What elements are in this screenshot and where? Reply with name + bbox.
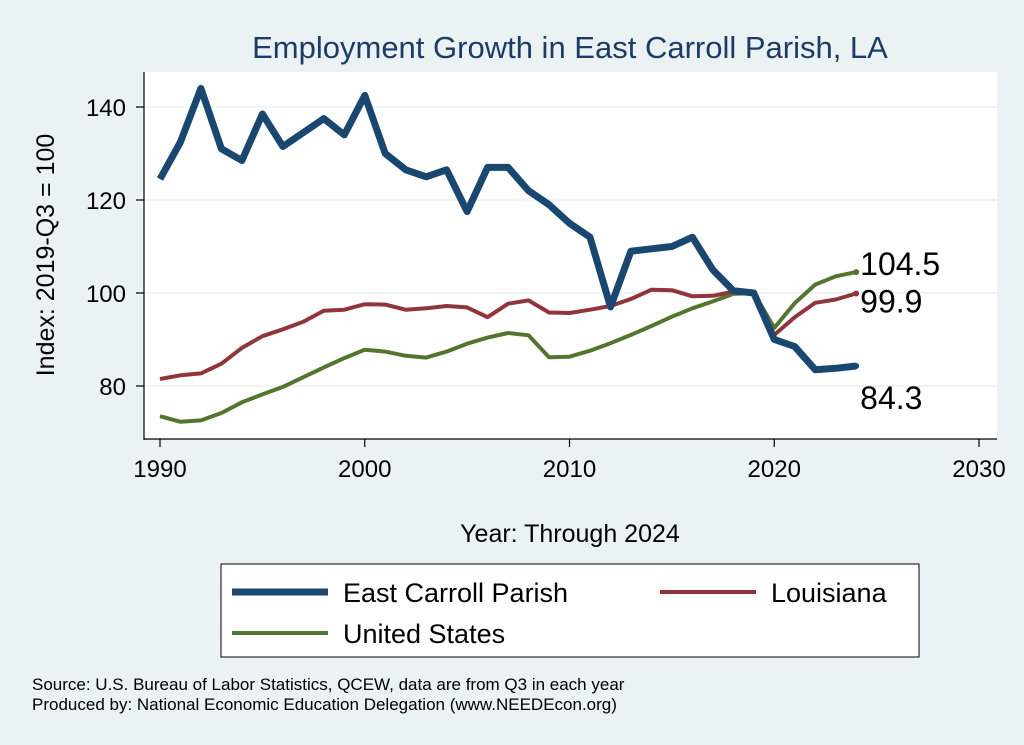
- x-tick-label: 2010: [543, 456, 596, 483]
- x-tick-label: 2000: [338, 456, 391, 483]
- end-marker: [853, 290, 860, 297]
- plot-area: [144, 72, 997, 439]
- end-label-united-states: 104.5: [860, 246, 940, 282]
- end-label-louisiana: 99.9: [860, 283, 922, 319]
- x-tick-label: 2020: [748, 456, 801, 483]
- produced-by-note: Produced by: National Economic Education…: [32, 695, 617, 714]
- y-tick-label: 80: [99, 374, 126, 401]
- legend-box: [220, 563, 920, 658]
- series-lines: [156, 84, 857, 424]
- chart-title: Employment Growth in East Carroll Parish…: [252, 30, 888, 65]
- legend: East Carroll Parish Louisiana United State…: [232, 578, 888, 649]
- legend-label: Louisiana: [771, 578, 888, 608]
- x-tick-label: 2030: [952, 456, 1005, 483]
- x-axis-title: Year: Through 2024: [460, 520, 680, 548]
- end-label-east-carroll-parish: 84.3: [860, 380, 922, 416]
- x-axis-ticks: 1990 2000 2010 2020 2030: [133, 439, 1006, 483]
- source-note: Source: U.S. Bureau of Labor Statistics,…: [32, 675, 625, 694]
- legend-label: East Carroll Parish: [343, 578, 568, 608]
- y-tick-label: 140: [86, 95, 126, 122]
- y-tick-label: 120: [86, 188, 126, 215]
- y-tick-label: 100: [86, 281, 126, 308]
- end-marker: [853, 269, 860, 276]
- x-tick-label: 1990: [133, 456, 186, 483]
- y-axis-ticks: 80 100 120 140: [86, 95, 144, 401]
- legend-label: United States: [343, 619, 505, 649]
- y-axis-title: Index: 2019-Q3 = 100: [32, 134, 60, 377]
- series-line-east-carroll-parish: [156, 84, 857, 374]
- end-marker: [853, 363, 860, 370]
